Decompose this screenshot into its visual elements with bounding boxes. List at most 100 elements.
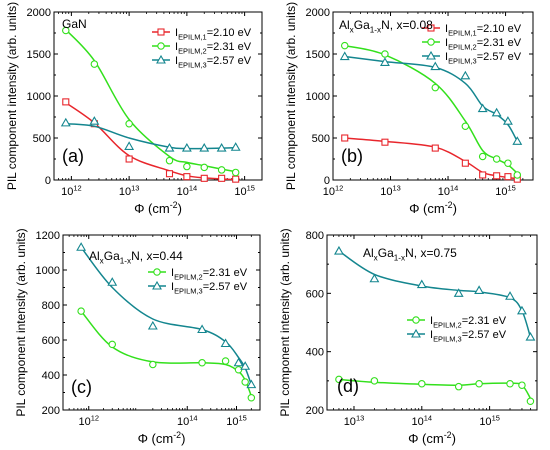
x-tick-label: 1013 (119, 184, 140, 198)
data-point (247, 393, 256, 402)
panel-letter: (b) (341, 146, 363, 166)
y-tick-label: 1000 (36, 265, 60, 277)
data-point (513, 171, 522, 179)
data-point (493, 172, 501, 180)
data-point (221, 357, 230, 365)
fit-curve (65, 122, 236, 150)
x-tick-label: 1012 (323, 184, 344, 198)
y-tick-label: 1200 (36, 230, 60, 242)
data-point (340, 41, 349, 50)
data-point (181, 142, 192, 152)
x-tick-label-part: 15 (238, 414, 246, 423)
x-tick-label-part: 10 (78, 416, 90, 428)
legend-label-part: I (430, 329, 433, 341)
data-point (381, 138, 389, 146)
panel-title-part: 1-x (370, 26, 381, 35)
data-point (492, 155, 501, 163)
data-point (379, 57, 390, 66)
panel-title: AlxGa1-xN, x=0.08 (339, 18, 433, 35)
x-tick-label-part: 10 (177, 416, 189, 428)
data-point (107, 277, 118, 286)
x-tick-label-part: 15 (508, 184, 516, 193)
fit-curve (344, 44, 518, 174)
panel-title-part: x (350, 26, 354, 35)
y-tick-label: 200 (306, 405, 324, 417)
panel-title-part: Al (339, 18, 350, 32)
x-axis-label-part: ) (181, 431, 185, 446)
data-point (461, 159, 469, 167)
legend-marker (157, 42, 165, 50)
legend-label-part: =2.57 eV (207, 55, 252, 67)
x-tick-label-part: 10 (119, 186, 131, 198)
x-axis-label-part: Φ (cm (134, 201, 170, 216)
legend-label-part: I (171, 267, 174, 279)
y-tick-label: 400 (306, 347, 324, 359)
legend-label-part: I (445, 37, 448, 49)
legend-label-part: EPILM,1 (448, 28, 477, 37)
data-point (479, 171, 487, 179)
x-axis-label-part: -2 (445, 200, 453, 210)
panel-title-part: x (100, 257, 104, 266)
data-point (370, 377, 379, 385)
data-point (418, 379, 426, 388)
data-point (333, 245, 344, 255)
x-tick-label: 1014 (177, 184, 198, 198)
data-point (183, 173, 191, 181)
y-tick-label: 0 (324, 175, 330, 187)
legend-marker (157, 28, 165, 36)
legend-label-part: I (430, 315, 433, 327)
data-point (200, 163, 209, 172)
fit-curve (344, 137, 518, 180)
x-tick-label-part: 10 (234, 186, 246, 198)
panel-title-part: 1-x (120, 257, 131, 266)
data-point (199, 142, 210, 152)
x-tick-label: 1015 (226, 414, 247, 428)
y-tick-label: 600 (42, 335, 60, 347)
data-point (240, 361, 251, 370)
data-point (149, 360, 157, 369)
x-axis-label-part: Φ (cm (138, 431, 174, 446)
x-tick-label-part: 10 (226, 416, 238, 428)
x-axis-label: Φ (cm-2) (409, 200, 457, 216)
data-point (474, 285, 485, 294)
x-tick-label-part: 14 (189, 414, 197, 423)
panel-title-part: N, x=0.08 (381, 18, 433, 32)
panel-letter: (a) (62, 146, 84, 166)
data-point (506, 379, 514, 388)
legend-label-part: =2.10 eV (207, 27, 252, 39)
x-tick-label: 1014 (438, 184, 459, 198)
x-tick-label-part: 14 (450, 184, 458, 193)
x-tick-label-part: 12 (73, 184, 81, 193)
panel-title-part: Ga (104, 249, 120, 263)
panel-title-part: Ga (354, 18, 370, 32)
data-point (217, 166, 226, 174)
data-point (197, 324, 208, 334)
data-point (90, 60, 99, 68)
y-axis-label: PIL component intensity (arb. units) (284, 2, 298, 190)
legend-marker (411, 328, 421, 338)
data-point (381, 50, 389, 58)
legend-label-part: I (175, 27, 178, 39)
x-tick-label: 1014 (412, 414, 433, 428)
data-point (430, 61, 441, 71)
data-point (461, 122, 470, 130)
legend-marker (156, 54, 166, 64)
series-2 (62, 26, 240, 177)
y-tick-label: 600 (306, 288, 324, 300)
y-axis-label: PIL component intensity (arb. units) (5, 2, 19, 190)
data-point (216, 142, 227, 152)
data-point (124, 141, 135, 150)
y-tick-label: 1500 (306, 49, 330, 61)
panel-title-part: Al (363, 246, 374, 260)
legend-marker (427, 38, 435, 46)
data-point (369, 273, 380, 283)
data-point (339, 51, 350, 61)
data-point (431, 144, 439, 152)
legend-label: IEPILM,1=2.10 eV (445, 23, 522, 37)
y-tick-label: 500 (33, 133, 51, 145)
x-tick-label: 1012 (61, 184, 82, 198)
data-point (220, 338, 231, 348)
legend-label: IEPILM,3=2.57 eV (175, 55, 252, 69)
